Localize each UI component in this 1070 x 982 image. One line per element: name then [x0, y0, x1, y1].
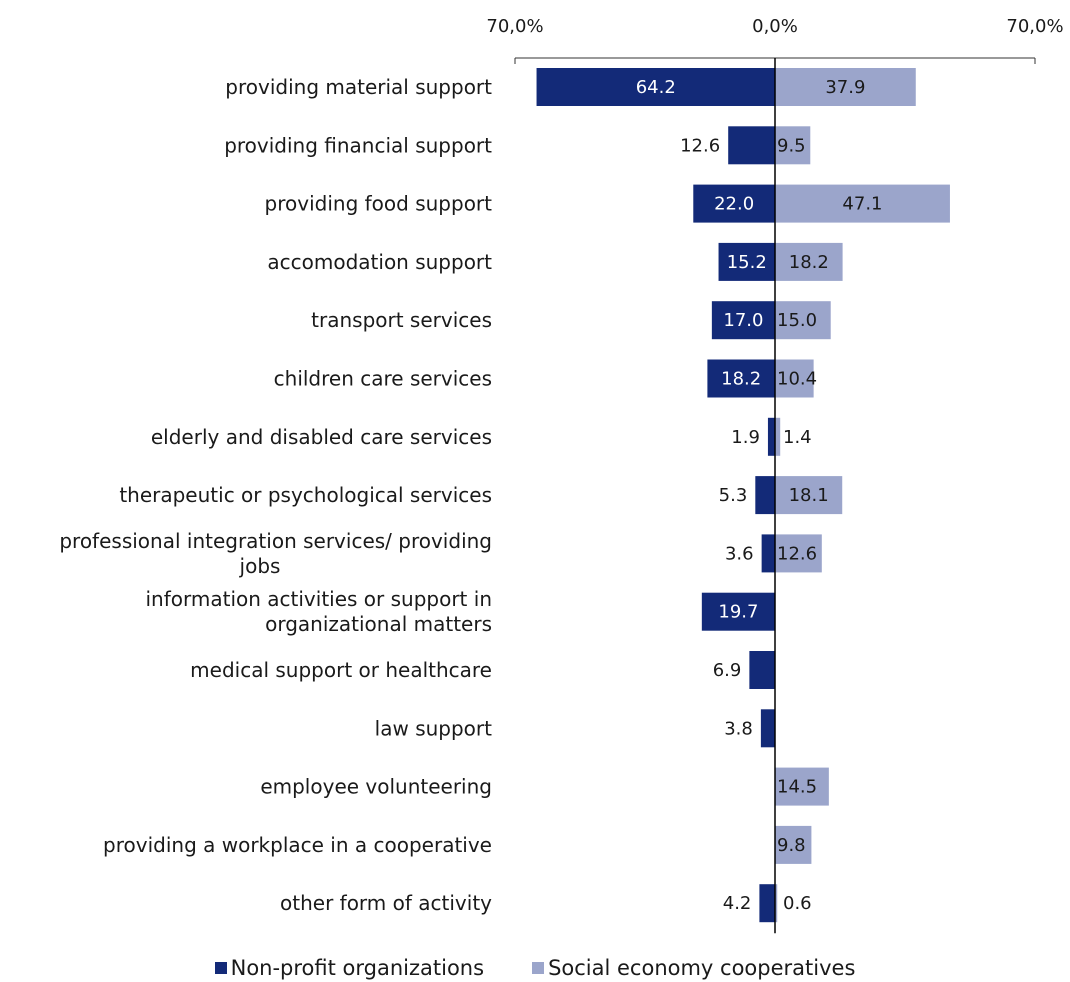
- data-label-non-profit: 64.2: [636, 77, 676, 98]
- data-label-cooperatives: 12.6: [777, 543, 817, 564]
- bar-cooperatives: [775, 184, 950, 223]
- category-label: law support: [375, 716, 492, 740]
- bar-cooperatives: [775, 476, 843, 515]
- category-label: providing food support: [265, 192, 493, 216]
- bar-non-profit: [707, 359, 775, 398]
- bar-non-profit: [693, 184, 775, 223]
- data-label-cooperatives: 9.8: [777, 835, 806, 856]
- category-label: elderly and disabled care services: [151, 425, 492, 449]
- data-label-non-profit: 18.2: [721, 369, 761, 390]
- legend-item-non-profit: Non-profit organizations: [214, 954, 485, 982]
- data-label-non-profit: 5.3: [719, 485, 748, 506]
- bar-non-profit: [760, 709, 775, 748]
- legend-label-cooperatives: Social economy cooperatives: [548, 956, 856, 980]
- x-tick-label: 0,0%: [752, 16, 798, 37]
- bar-non-profit: [728, 126, 775, 165]
- category-label: transport services: [311, 308, 492, 332]
- data-label-non-profit: 3.6: [725, 543, 754, 564]
- data-label-cooperatives: 10.4: [777, 369, 817, 390]
- data-label-non-profit: 3.8: [724, 718, 753, 739]
- bar-non-profit: [701, 592, 775, 631]
- x-tick-label: 70,0%: [486, 16, 543, 37]
- bar-non-profit: [759, 884, 775, 923]
- category-label: providing a workplace in a cooperative: [103, 833, 492, 857]
- bar-non-profit: [711, 301, 775, 340]
- data-label-cooperatives: 15.0: [777, 310, 817, 331]
- category-label: providing financial support: [224, 133, 492, 157]
- data-label-cooperatives: 9.5: [777, 135, 806, 156]
- bar-non-profit: [767, 417, 775, 456]
- category-label: children care services: [274, 367, 492, 391]
- bar-non-profit: [749, 651, 775, 689]
- data-label-non-profit: 15.2: [727, 252, 767, 273]
- data-label-cooperatives: 1.4: [783, 427, 812, 448]
- data-label-non-profit: 4.2: [723, 893, 752, 914]
- bar-cooperatives: [775, 417, 781, 456]
- bar-cooperatives: [775, 242, 843, 281]
- data-label-cooperatives: 37.9: [825, 77, 865, 98]
- data-label-non-profit: 1.9: [731, 427, 760, 448]
- data-label-non-profit: 22.0: [714, 194, 754, 215]
- bar-cooperatives: [775, 825, 812, 864]
- bar-non-profit: [761, 534, 775, 573]
- bar-cooperatives: [775, 767, 829, 806]
- chart-svg: 70,0% 0,0% 70,0% providing material support…: [59, 16, 1064, 934]
- category-label: employee volunteering: [260, 775, 492, 799]
- category-label: providing material support: [225, 75, 492, 99]
- legend-item-cooperatives: Social economy cooperatives: [532, 954, 855, 982]
- x-tick-label: 70,0%: [1006, 16, 1063, 37]
- bar-non-profit: [536, 68, 775, 106]
- legend-swatch-cooperatives: [532, 962, 545, 974]
- category-label: jobs: [239, 554, 281, 578]
- data-label-cooperatives: 47.1: [842, 194, 882, 215]
- data-label-non-profit: 17.0: [723, 310, 763, 331]
- category-label: medical support or healthcare: [190, 658, 492, 682]
- category-label: organizational matters: [265, 612, 492, 636]
- data-label-non-profit: 6.9: [713, 660, 742, 681]
- category-label: information activities or support in: [145, 587, 492, 611]
- data-label-cooperatives: 14.5: [777, 777, 817, 798]
- bar-cooperatives: [775, 126, 811, 165]
- data-label-cooperatives: 0.6: [783, 893, 812, 914]
- bar-cooperatives: [775, 884, 778, 923]
- bar-non-profit: [718, 242, 775, 281]
- category-label: therapeutic or psychological services: [119, 483, 492, 507]
- legend: Non-profit organizations Social economy …: [0, 954, 1070, 982]
- category-label: professional integration services/ provi…: [59, 529, 492, 553]
- data-label-non-profit: 19.7: [718, 602, 758, 623]
- bar-cooperatives: [775, 68, 916, 106]
- bar-cooperatives: [775, 359, 814, 398]
- data-label-non-profit: 12.6: [680, 135, 720, 156]
- bar-cooperatives: [775, 301, 831, 340]
- data-label-cooperatives: 18.2: [789, 252, 829, 273]
- bar-cooperatives: [775, 534, 822, 573]
- category-label: accomodation support: [267, 250, 492, 274]
- legend-swatch-non-profit: [214, 962, 227, 974]
- legend-label-non-profit: Non-profit organizations: [230, 956, 485, 980]
- data-label-cooperatives: 18.1: [789, 485, 829, 506]
- category-label: other form of activity: [280, 891, 492, 915]
- bar-non-profit: [755, 476, 775, 515]
